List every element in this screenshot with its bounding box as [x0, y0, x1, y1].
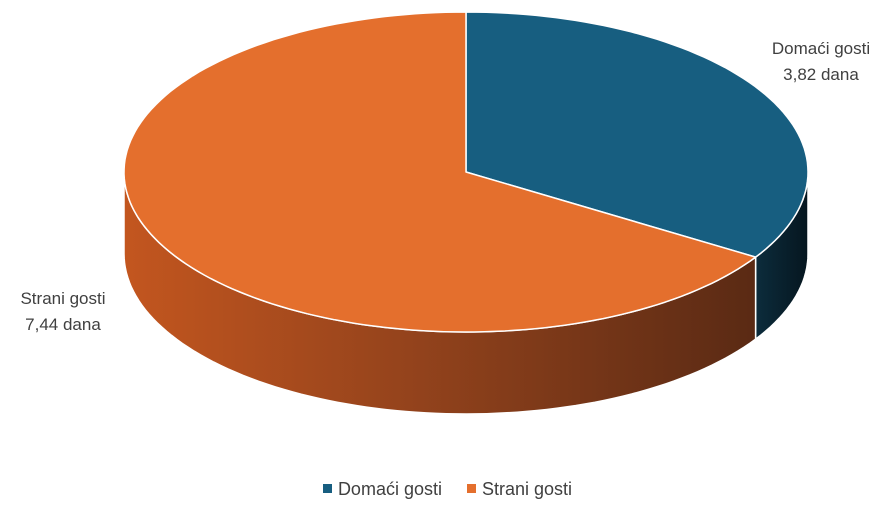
legend-swatch-domaci — [322, 484, 332, 493]
data-label-domaci-name: Domaći gosti — [771, 39, 871, 58]
legend-swatch-strani — [467, 484, 476, 493]
pie-slice-domaci — [465, 11, 809, 258]
data-label-strani-name: Strani gosti — [20, 289, 106, 308]
data-label-domaci-value: 3,82 dana — [783, 65, 859, 84]
pie-slice-strani — [123, 11, 757, 333]
data-label-strani: Strani gosti 7,44 dana — [2, 286, 124, 338]
legend-item-domaci: Domaći gosti — [322, 479, 442, 500]
legend-label-domaci: Domaći gosti — [337, 479, 442, 499]
data-label-domaci: Domaći gosti 3,82 dana — [752, 36, 890, 88]
legend-item-strani: Strani gosti — [467, 479, 572, 500]
legend-label-strani: Strani gosti — [482, 479, 573, 499]
data-label-strani-value: 7,44 dana — [25, 315, 101, 334]
chart-legend: Domaći gosti Strani gosti — [0, 479, 895, 500]
